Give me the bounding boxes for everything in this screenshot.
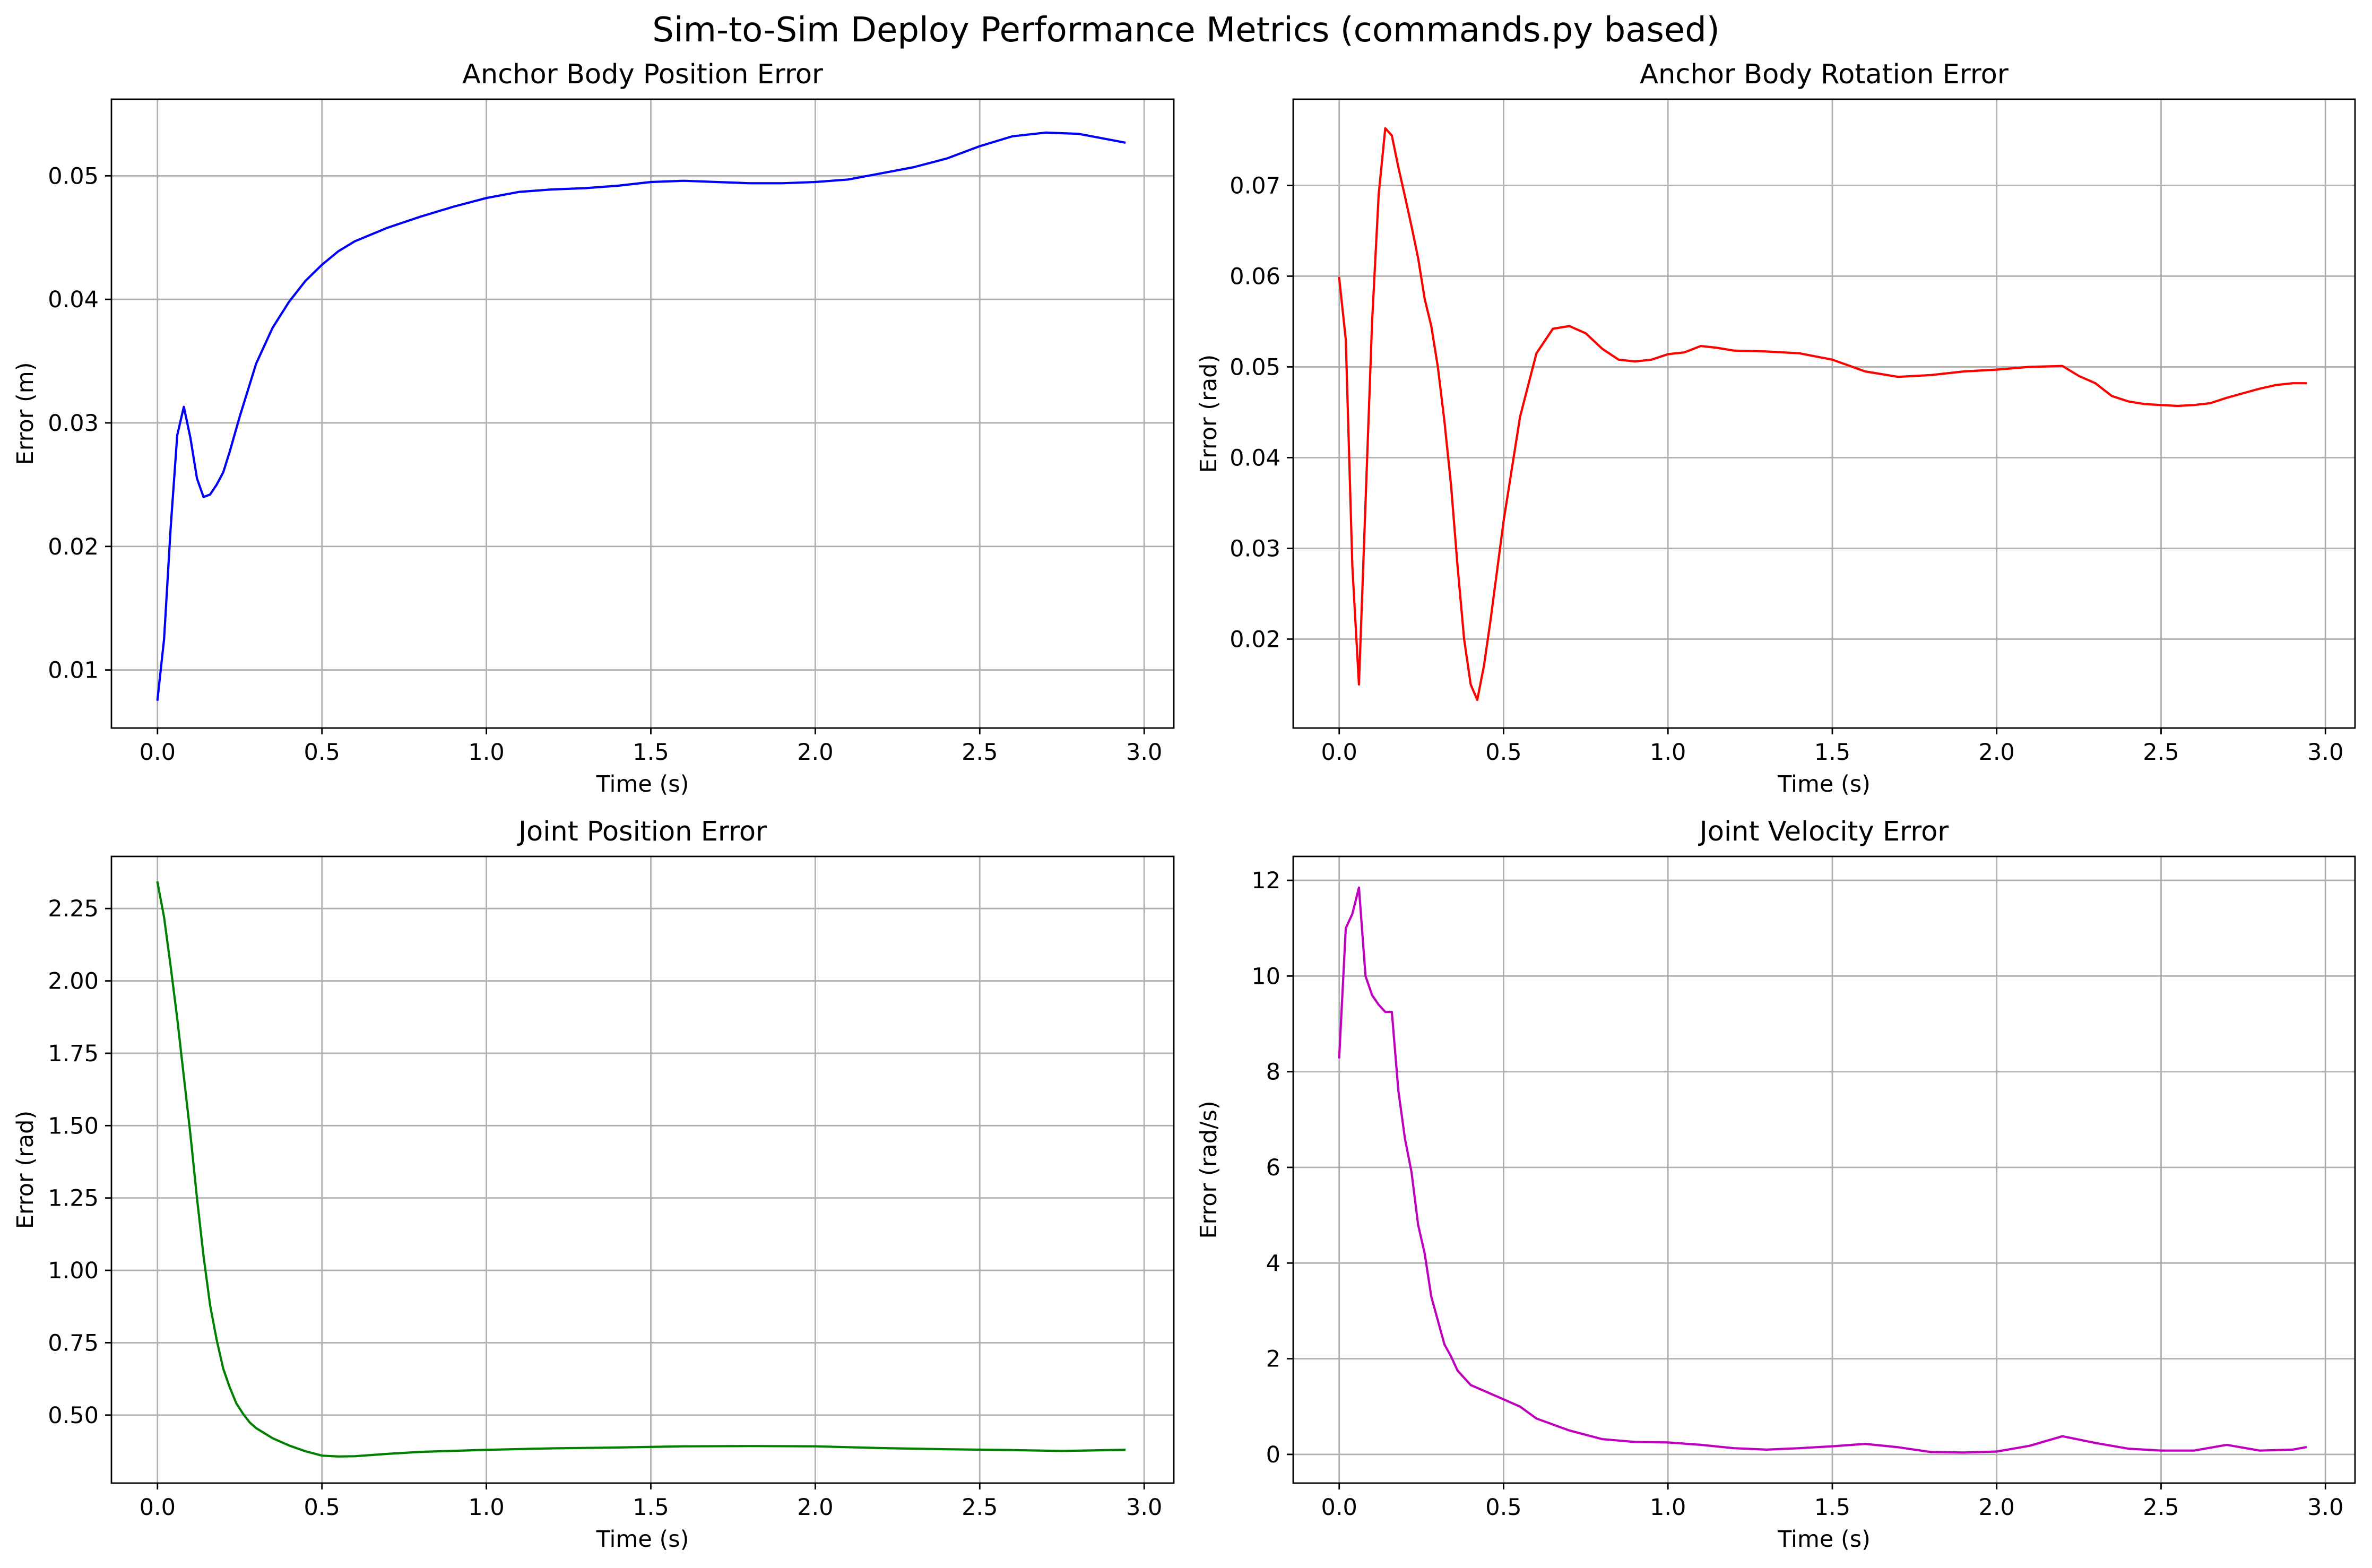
subplot-title: Anchor Body Rotation Error	[1640, 59, 2009, 90]
x-tick-label: 1.0	[468, 739, 504, 766]
y-tick-label: 0.03	[1230, 535, 1280, 562]
y-tick-label: 2	[1266, 1346, 1280, 1373]
x-tick-label: 0.5	[1485, 1494, 1521, 1521]
x-tick-label: 0.0	[140, 1494, 176, 1521]
x-tick-label: 0.0	[140, 739, 176, 766]
x-tick-label: 3.0	[1126, 1494, 1162, 1521]
axes-frame	[110, 855, 1175, 1484]
y-tick-label: 0.50	[48, 1402, 99, 1429]
x-tick-label: 0.5	[1485, 739, 1521, 766]
y-tick-label: 0.03	[48, 410, 99, 437]
y-tick-label: 1.00	[48, 1258, 99, 1284]
series-line	[1338, 886, 2307, 1454]
y-axis-label: Error (rad)	[1196, 354, 1222, 473]
y-tick-label: 0.07	[1230, 172, 1280, 199]
subplots-grid: 0.0 0.5 1.0 1.5 2.0 2.5 3.00.010.020.030.040.0…	[12, 59, 2356, 1553]
y-axis-label: Error (rad/s)	[1196, 1101, 1222, 1238]
x-tick-label: 1.5	[633, 1494, 669, 1521]
y-tick-label: 4	[1266, 1250, 1280, 1277]
y-tick-label: 2.25	[48, 896, 99, 922]
x-tick-label: 1.0	[1650, 739, 1686, 766]
y-tick-label: 2.00	[48, 968, 99, 995]
subplot-title: Joint Position Error	[517, 816, 767, 847]
x-tick-label: 3.0	[2307, 739, 2343, 766]
x-tick-label: 1.5	[633, 739, 669, 766]
y-tick-label: 0.75	[48, 1330, 99, 1356]
y-tick-label: 0.05	[48, 163, 99, 189]
x-tick-label: 2.0	[1979, 739, 2015, 766]
y-tick-label: 0.05	[1230, 354, 1280, 380]
x-tick-label: 2.5	[962, 739, 998, 766]
y-tick-label: 12	[1251, 868, 1280, 894]
subplot-1: 0.0 0.5 1.0 1.5 2.0 2.5 3.0 0.01 0.02 0.03 0.04 0.0…	[12, 59, 1175, 798]
x-tick-label: 0.0	[1321, 739, 1357, 766]
x-tick-label: 0.5	[304, 739, 340, 766]
x-tick-label: 2.0	[1979, 1494, 2015, 1521]
figure-title: Sim-to-Sim Deploy Performance Metrics (c…	[652, 11, 1720, 50]
y-axis-label: Error (m)	[12, 362, 39, 465]
y-tick-label: 10	[1251, 963, 1280, 990]
y-tick-label: 1.50	[48, 1113, 99, 1139]
y-tick-label: 0.02	[1230, 626, 1280, 653]
y-tick-label: 8	[1266, 1059, 1280, 1086]
y-tick-label: 0.04	[48, 287, 99, 313]
x-tick-label: 3.0	[1126, 739, 1162, 766]
series-line	[156, 131, 1126, 701]
subplot-3: 0.0 0.5 1.0 1.5 2.0 2.5 3.0 0.50 0.75 1.00 1.25 1.5…	[12, 816, 1175, 1553]
subplot-title: Joint Velocity Error	[1698, 816, 1949, 847]
y-axis-label: Error (rad)	[12, 1111, 39, 1229]
subplot-2: 0.0 0.5 1.0 1.5 2.0 2.5 3.0 0.02 0.03 0.04 0.05 0.0…	[1196, 59, 2356, 798]
series-line	[156, 881, 1126, 1458]
x-axis-label: Time (s)	[1777, 771, 1871, 798]
y-tick-label: 0	[1266, 1442, 1280, 1468]
x-tick-label: 1.5	[1814, 739, 1850, 766]
x-tick-label: 1.5	[1814, 1494, 1850, 1521]
subplot-title: Anchor Body Position Error	[462, 59, 823, 90]
y-tick-label: 0.01	[48, 657, 99, 684]
x-tick-label: 0.0	[1321, 1494, 1357, 1521]
subplot-4: 0.0 0.5 1.0 1.5 2.0 2.5 3.0 0 2 4 6 8 10 12 Joint Velo…	[1196, 816, 2356, 1553]
axes-frame	[110, 98, 1175, 729]
x-tick-label: 2.5	[2143, 739, 2179, 766]
x-tick-label: 3.0	[2307, 1494, 2343, 1521]
x-tick-label: 1.0	[1650, 1494, 1686, 1521]
x-axis-label: Time (s)	[1777, 1526, 1871, 1553]
y-tick-label: 0.04	[1230, 445, 1280, 471]
axes-frame	[1292, 98, 2356, 729]
x-tick-label: 2.0	[797, 739, 833, 766]
x-axis-label: Time (s)	[596, 1526, 689, 1553]
y-tick-label: 6	[1266, 1155, 1280, 1181]
y-tick-label: 1.25	[48, 1185, 99, 1212]
x-tick-label: 0.5	[304, 1494, 340, 1521]
axes-frame	[1292, 855, 2356, 1484]
x-tick-label: 2.5	[962, 1494, 998, 1521]
x-axis-label: Time (s)	[596, 771, 689, 798]
y-tick-label: 0.02	[48, 534, 99, 560]
x-tick-label: 1.0	[468, 1494, 504, 1521]
x-tick-label: 2.5	[2143, 1494, 2179, 1521]
y-tick-label: 1.75	[48, 1041, 99, 1067]
y-tick-label: 0.06	[1230, 263, 1280, 290]
x-tick-label: 2.0	[797, 1494, 833, 1521]
series-line	[1338, 127, 2307, 701]
